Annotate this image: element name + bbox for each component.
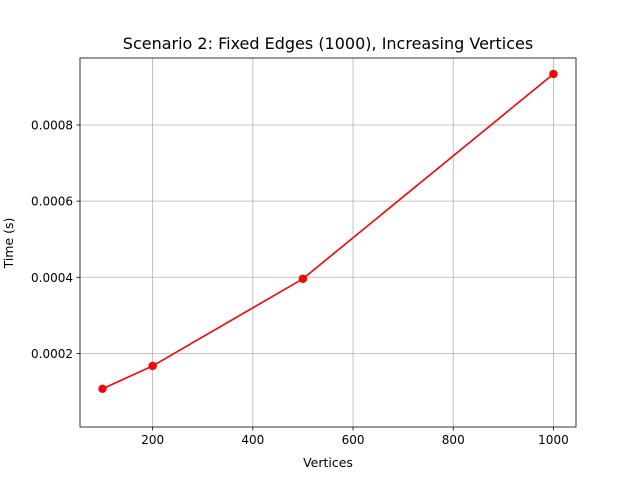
plot-frame [79, 57, 577, 428]
y-tick-label: 0.0006 [31, 195, 73, 209]
x-tick-label: 1000 [538, 433, 569, 447]
data-point [148, 361, 157, 371]
y-axis-label: Time (s) [1, 218, 16, 270]
grid [80, 58, 576, 427]
data-point [298, 274, 308, 283]
series-line [102, 73, 554, 390]
ticks: 200 400 600 800 1000 0.0002 0.0004 0.0006 0.0008 [31, 118, 569, 447]
series-layer [98, 69, 558, 393]
y-tick-label: 0.0004 [31, 271, 73, 285]
x-tick-label: 200 [141, 433, 164, 447]
y-tick-label: 0.0002 [31, 347, 73, 361]
x-axis-label: Vertices [303, 455, 353, 470]
data-point [98, 384, 107, 393]
x-tick-label: 800 [442, 433, 465, 447]
chart-title: Scenario 2: Fixed Edges (1000), Increasi… [123, 34, 533, 53]
x-tick-label: 600 [342, 433, 365, 447]
x-tick-label: 400 [241, 433, 264, 447]
y-tick-label: 0.0008 [31, 118, 73, 132]
data-point [549, 69, 558, 79]
